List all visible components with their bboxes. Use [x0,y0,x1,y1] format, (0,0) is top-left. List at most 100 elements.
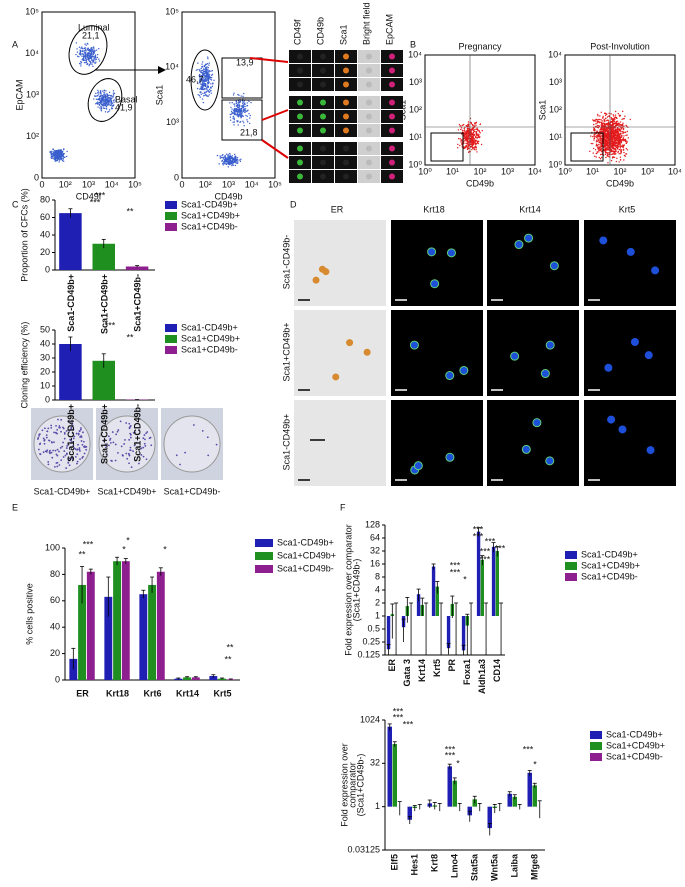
cell [320,67,326,74]
x-tick-label: 10⁰ [418,166,432,176]
flow-dot [61,159,64,162]
colony [69,422,72,424]
colony [108,444,110,447]
flow-dot [201,75,204,77]
flow-dot [207,82,209,84]
gate-name: Basal [115,94,138,104]
flow-dot [239,114,241,116]
flow-dot [466,124,469,126]
flow-dot [79,54,82,56]
flow-dot [108,94,110,97]
flow-dot [221,159,224,162]
colony [82,431,84,434]
cell [389,81,395,88]
cell [389,67,395,74]
bar [491,546,496,616]
flow-dot [609,138,612,140]
y-tick-label: 64 [370,532,380,542]
y-tick-label: 20 [40,366,50,376]
row-label: Sca1+CD49b+ [281,322,291,381]
flow-dot [231,155,234,157]
flow-dot [605,141,607,144]
flow-dot [621,124,623,127]
flow-dot [55,155,58,158]
x-tick-label: Krt14 [176,688,199,698]
flow-dot [460,125,462,127]
flow-dot [463,129,466,131]
flow-dot [242,120,244,122]
flow-dot [616,144,619,147]
flow-dot [614,139,616,142]
flow-dot [106,93,108,95]
flow-dot [602,115,604,118]
y-tick-label: 100 [45,542,60,552]
flow-dot [614,150,616,153]
colony [142,437,145,440]
cell [389,159,395,166]
flow-dot [613,131,616,134]
flow-dot [600,156,603,159]
flow-dot [618,153,620,155]
flow-dot [223,158,225,160]
y-tick-label: 0.25 [362,636,380,646]
flow-dot [88,57,91,60]
y-tick-label: 10³ [409,77,422,87]
flow-dot [238,105,240,107]
flow-dot [223,161,225,164]
flow-dot [597,138,599,140]
flow-dot [473,143,475,146]
y-axis-label: EpCAM [14,79,24,110]
flow-dot [105,99,108,102]
gate-name: Luminal [78,22,110,32]
flow-dot [616,146,618,148]
flow-dot [610,144,612,146]
x-tick-label: Krt5 [213,688,231,698]
cell [334,416,342,424]
flow-dot [108,109,111,111]
bar [416,594,421,616]
flow-dot [475,149,477,151]
flow-dot [107,104,109,106]
flow-dot [89,56,92,59]
y-tick-label: 4 [375,584,380,594]
panel-label: E [12,502,18,512]
colony [201,429,204,432]
flow-frame [41,11,136,179]
flow-dot [626,141,628,144]
flow-dot [198,69,201,71]
colony [56,448,59,451]
y-tick-label: 10⁴ [165,62,179,72]
flow-dot [234,105,236,107]
flow-dot [471,137,473,139]
bar [104,596,113,680]
flow-dot [206,72,208,75]
x-tick-label: CD14 [492,659,502,682]
flow-dot [619,145,621,147]
flow-dot [203,81,205,83]
gate-value: 21,1 [82,30,100,40]
flow-dot [473,133,476,136]
flow-frame [424,54,536,166]
flow-dot [605,129,608,131]
colony [47,463,50,466]
colony [75,432,78,435]
flow-dot [92,65,94,68]
flow-dot [59,157,61,159]
flow-dot [60,151,62,154]
flow-dot [598,121,601,124]
flow-dot [62,148,65,151]
bar [148,584,156,680]
legend-swatch [165,346,177,354]
x-tick-label: Lmo4 [449,854,459,878]
y-tick-label: 40 [50,622,60,632]
flow-dot [250,101,252,104]
flow-dot [207,79,210,82]
colony [143,434,146,436]
flow-dot [231,102,233,104]
flow-dot [53,150,55,152]
colony [80,440,83,442]
flow-dot [110,99,112,102]
flow-dot [596,118,598,121]
arrow [261,109,289,121]
colony [77,443,79,446]
